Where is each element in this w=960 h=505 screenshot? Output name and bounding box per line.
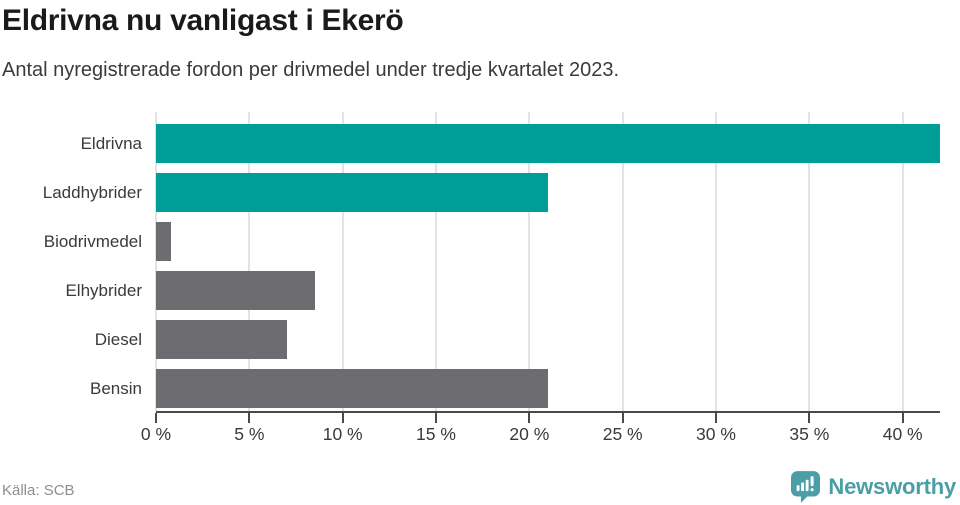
x-axis-line <box>156 411 940 413</box>
newsworthy-logo[interactable]: Newsworthy <box>791 471 956 503</box>
category-label-elhybrider: Elhybrider <box>65 281 142 300</box>
x-tick-0 <box>155 413 157 423</box>
bar-diesel <box>156 320 287 359</box>
category-label-eldrivna: Eldrivna <box>80 134 142 153</box>
gridline-40 <box>901 112 904 411</box>
bar-laddhybrider <box>156 173 548 212</box>
x-tick-label-30: 30 % <box>696 424 736 444</box>
x-tick-label-25: 25 % <box>602 424 643 444</box>
x-tick-label-20: 20 % <box>509 424 550 444</box>
page-title: Eldrivna nu vanligast i Ekerö <box>2 4 404 37</box>
x-axis-labels: 0 % 5 % 10 % 15 % 20 % 25 % 30 % 35 % 40 % <box>0 424 960 448</box>
x-tick-label-15: 15 % <box>416 424 456 444</box>
gridline-5 <box>248 112 251 411</box>
x-tick-25 <box>621 413 624 423</box>
gridline-35 <box>808 112 811 411</box>
x-tick-10 <box>341 413 344 423</box>
gridline-20 <box>528 112 531 411</box>
y-axis-labels: Eldrivna Laddhybrider Biodrivmedel Elhybrid… <box>0 112 142 413</box>
x-tick-label-5: 5 % <box>234 424 265 444</box>
x-tick-label-40: 40 % <box>882 424 923 444</box>
x-tick-15 <box>435 413 437 423</box>
category-label-bensin: Bensin <box>90 379 142 398</box>
brand-name: Newsworthy <box>828 474 956 499</box>
category-label-biodrivmedel: Biodrivmedel <box>43 232 142 251</box>
gridline-10 <box>341 112 344 411</box>
x-tick-5 <box>248 413 251 423</box>
chart-subtitle: Antal nyregistrerade fordon per drivmede… <box>2 59 620 81</box>
gridline-25 <box>621 112 624 411</box>
bar-biodrivmedel <box>156 222 171 261</box>
x-tick-label-35: 35 % <box>789 424 830 444</box>
category-label-laddhybrider: Laddhybrider <box>42 183 142 202</box>
x-tick-35 <box>808 413 811 423</box>
x-tick-40 <box>901 413 904 423</box>
x-tick-label-0: 0 % <box>140 424 172 444</box>
gridline-30 <box>715 112 717 411</box>
bar-bensin <box>156 369 548 408</box>
gridline-0 <box>155 112 157 411</box>
newsworthy-bubble-chart-icon <box>791 471 821 503</box>
x-tick-label-10: 10 % <box>322 424 363 444</box>
x-tick-30 <box>715 413 717 423</box>
plot-area <box>155 112 940 423</box>
category-label-diesel: Diesel <box>94 330 142 349</box>
x-tick-20 <box>528 413 531 423</box>
gridline-15 <box>435 112 437 411</box>
bar-eldrivna <box>156 124 940 163</box>
bar-elhybrider <box>156 271 315 310</box>
source-note: Källa: SCB <box>2 482 75 499</box>
